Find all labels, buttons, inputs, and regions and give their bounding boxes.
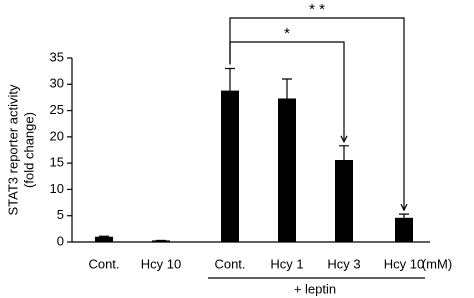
error-bar — [99, 235, 109, 237]
arrowhead — [400, 203, 408, 212]
x-tick-label: Cont. — [88, 256, 119, 271]
x-tick-label: Hcy 1 — [270, 256, 303, 271]
bar — [335, 159, 353, 242]
bar — [395, 217, 413, 242]
x-tick-label: Hcy 10 — [141, 256, 181, 271]
y-tick-label: 25 — [50, 102, 64, 117]
significance-label: * — [284, 25, 290, 42]
bar — [221, 90, 239, 242]
arrowhead — [340, 135, 348, 144]
bar — [152, 240, 170, 242]
x-tick-label: Hcy 3 — [327, 256, 360, 271]
x-tick-label: Cont. — [214, 256, 245, 271]
error-bar — [339, 145, 349, 160]
error-bar — [225, 67, 235, 91]
x-tick-label: Hcy 10 — [384, 256, 424, 271]
y-tick-label: 10 — [50, 181, 64, 196]
y-axis-title: (fold change) — [21, 112, 36, 188]
y-tick-label: 0 — [57, 233, 64, 248]
bar — [278, 98, 296, 242]
y-tick-label: 35 — [50, 49, 64, 64]
error-bar — [399, 213, 409, 218]
unit-label: (mM) — [422, 256, 452, 271]
significance-bracket — [229, 17, 405, 211]
bar — [95, 236, 113, 242]
y-tick-label: 20 — [50, 128, 64, 143]
significance-label: * * — [309, 1, 325, 18]
y-axis-title: STAT3 reporter activity — [5, 84, 20, 215]
y-tick-label: 5 — [57, 207, 64, 222]
group-label: + leptin — [294, 281, 336, 296]
y-tick-label: 30 — [50, 76, 64, 91]
error-bar — [282, 78, 292, 99]
y-tick-label: 15 — [50, 155, 64, 170]
